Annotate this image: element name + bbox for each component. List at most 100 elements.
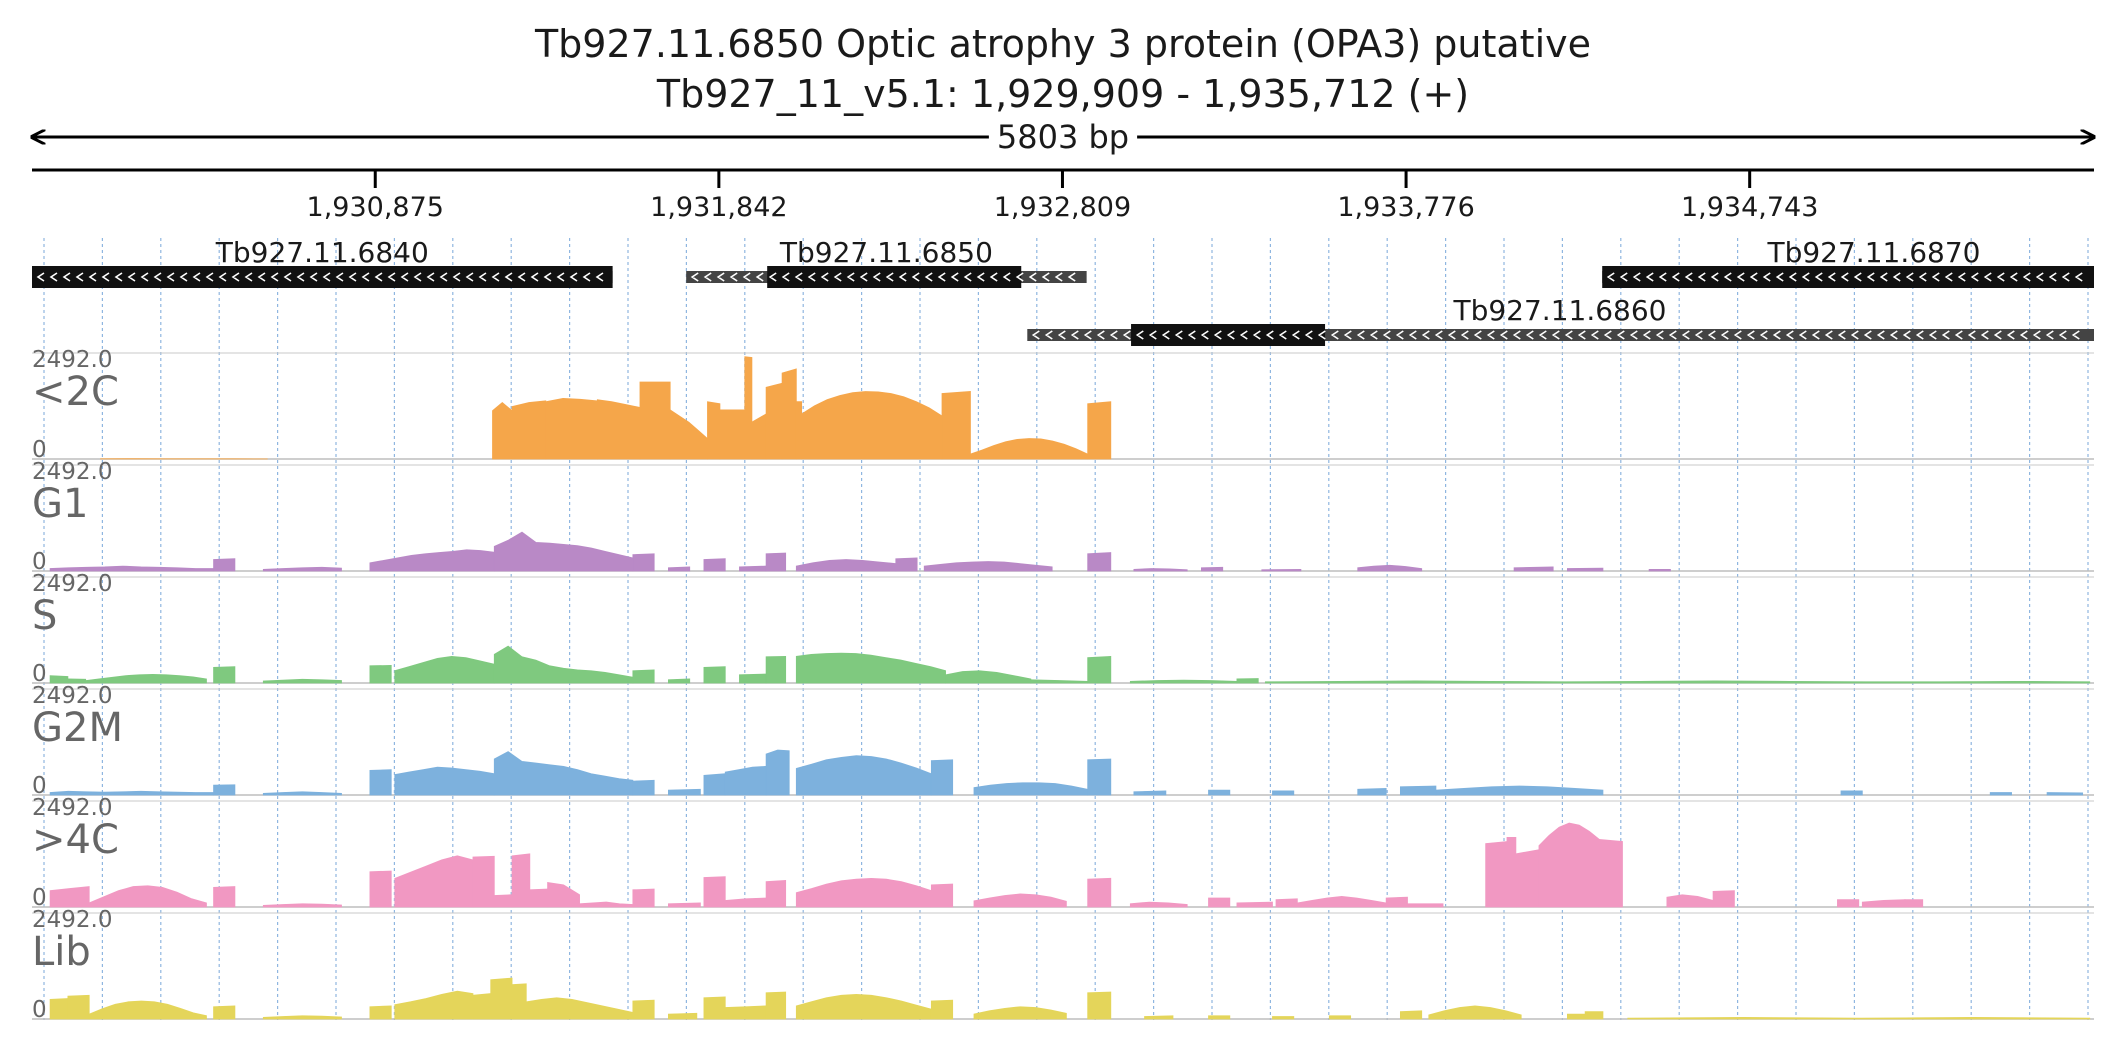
coverage-segment [795, 755, 932, 796]
coverage-segment [1506, 837, 1517, 908]
coverage-segment [545, 398, 598, 460]
coverage-segment [1208, 897, 1231, 908]
gene-Tb927.11.6850: Tb927.11.6850 [686, 236, 1087, 288]
coverage-segment [369, 870, 392, 908]
coverage-tracks: 2492.0<2C02492.0G102492.0S02492.0G2M0249… [32, 347, 2094, 1023]
coverage-segment [765, 655, 787, 684]
track-name: >4C [32, 817, 119, 863]
coverage-segment [668, 678, 691, 684]
track-name: G2M [32, 705, 123, 751]
coverage-segment [511, 853, 531, 908]
coverage-segment [1712, 890, 1735, 908]
coverage-segment [1087, 655, 1112, 684]
gene-cds [767, 266, 1022, 288]
coverage-segment [262, 903, 342, 908]
gene-label: Tb927.11.6870 [1766, 236, 1980, 269]
coverage-segment [1435, 785, 1604, 796]
track-S: 2492.0S 0 [32, 571, 2094, 687]
coverage-segment [765, 749, 790, 796]
gene-annotation-track: Tb927.11.6840 Tb927.11.6850 Tb927.11.6870 T… [32, 236, 2094, 346]
ruler-tick-label: 1,930,875 [307, 192, 444, 223]
track-ymax-label: 2492.0 [32, 347, 112, 373]
track-ymin-label: 0 [32, 997, 47, 1023]
coverage-segment [262, 1015, 342, 1020]
coverage-segment [2046, 792, 2084, 796]
coverage-segment [1584, 1011, 1604, 1020]
coverage-segment [1904, 899, 1924, 908]
coverage-segment [579, 901, 634, 908]
coverage-segment [472, 993, 492, 1020]
coverage-segment [1385, 896, 1408, 908]
track-name: Lib [32, 929, 91, 975]
coverage-segment [1030, 679, 1089, 684]
track->4C: 2492.0>4C 0 [32, 795, 2094, 911]
coverage-segment [369, 1005, 392, 1020]
coverage-segment [744, 356, 753, 460]
coverage-segment [1989, 792, 2012, 796]
coverage-segment [795, 559, 897, 572]
coverage-segment [394, 855, 474, 908]
coverage-segment [394, 766, 495, 796]
coverage-segment [1296, 895, 1387, 908]
track-<2C: 2492.0<2C 0 [32, 347, 2094, 463]
coverage-segment [1328, 1015, 1352, 1020]
coverage-segment [930, 759, 954, 796]
grid-lines [43, 238, 2089, 1020]
coverage-segment [941, 391, 971, 460]
coverage-segment [1087, 401, 1112, 460]
coverage-segment [632, 669, 655, 684]
coverage-segment [85, 674, 207, 684]
coverage-segment [703, 666, 726, 684]
coverage-segment [1087, 552, 1112, 572]
coverage-segment [1428, 1005, 1522, 1020]
coverage-segment [639, 381, 671, 460]
coverage-segment [1208, 789, 1231, 796]
coverage-segment [369, 769, 392, 796]
coverage-segment [88, 1000, 207, 1020]
coverage-segment [765, 879, 787, 908]
coverage-segment [262, 791, 342, 796]
coverage-segment [547, 881, 580, 908]
coverage-segment [262, 566, 342, 572]
track-name: S [32, 593, 57, 639]
coverage-segment [1264, 680, 2091, 684]
coverage-segment [1407, 903, 1444, 908]
coverage-segment [262, 678, 342, 684]
coverage-segment [724, 897, 767, 908]
coverage-segment [739, 565, 767, 572]
coverage-segment [668, 788, 701, 796]
coverage-segment [511, 400, 547, 460]
coverage-segment [472, 855, 495, 908]
track-ymin-label: 0 [32, 437, 47, 463]
strand-arrow [1606, 272, 2083, 282]
coverage-segment [707, 401, 721, 460]
coverage-segment [1087, 991, 1112, 1020]
track-name: <2C [32, 369, 119, 415]
coverage-segment [973, 1006, 1067, 1020]
coverage-segment [1840, 790, 1863, 796]
coverage-segment [213, 558, 236, 572]
coverage-segment [703, 773, 726, 796]
coverage-segment [1627, 1016, 2091, 1020]
coverage-segment [1861, 899, 1906, 908]
track-name: G1 [32, 481, 88, 527]
ruler-tick-label: 1,933,776 [1337, 192, 1474, 223]
strand-arrow [1031, 330, 2080, 340]
coverage-segment [632, 999, 655, 1020]
track-ymax-label: 2492.0 [32, 459, 112, 485]
coverage-segment [490, 977, 513, 1020]
coverage-segment [493, 751, 634, 796]
coverage-segment [632, 779, 655, 796]
ruler-tick-label: 1,931,842 [650, 192, 787, 223]
strand-arrow [36, 272, 604, 282]
track-ymin-label: 0 [32, 773, 47, 799]
gene-label: Tb927.11.6860 [1452, 294, 1666, 327]
coverage-segment [1567, 567, 1604, 572]
gene-Tb927.11.6840: Tb927.11.6840 [32, 236, 613, 288]
coverage-segment [1272, 1016, 1295, 1020]
coverage-segment [719, 409, 746, 460]
coverage-segment [751, 413, 767, 460]
coverage-segment [669, 409, 708, 460]
coverage-segment [49, 886, 90, 908]
